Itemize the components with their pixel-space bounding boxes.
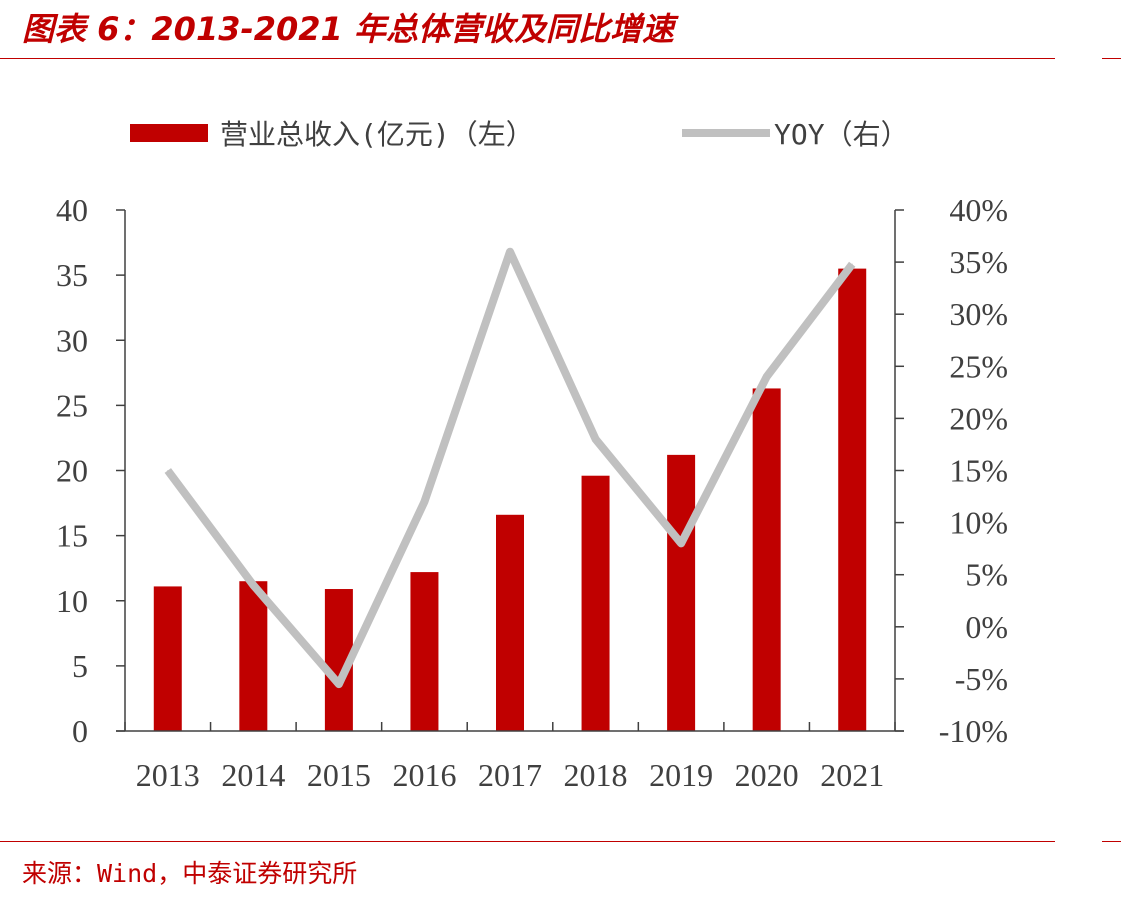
y-right-tick-label: 5% bbox=[965, 557, 1008, 593]
yoy-point-2018 bbox=[595, 438, 597, 440]
yoy-point-2015 bbox=[338, 683, 340, 685]
x-tick-label-2018: 2018 bbox=[564, 757, 628, 793]
yoy-point-2020 bbox=[766, 376, 768, 378]
bar-2014 bbox=[239, 581, 268, 731]
bar-2013 bbox=[153, 586, 182, 731]
bar-2017 bbox=[496, 514, 524, 731]
bar-2021 bbox=[838, 268, 867, 731]
x-tick-label-2014: 2014 bbox=[221, 757, 285, 793]
footer-divider bbox=[0, 841, 1055, 842]
yoy-point-2016 bbox=[423, 501, 425, 503]
y-right-tick-label: 25% bbox=[949, 348, 1008, 384]
yoy-point-2014 bbox=[252, 584, 254, 586]
y-right-tick-label: 20% bbox=[949, 400, 1008, 436]
bar-2016 bbox=[410, 572, 439, 731]
x-tick-label-2020: 2020 bbox=[735, 757, 799, 793]
x-tick-label-2013: 2013 bbox=[136, 757, 200, 793]
x-tick-label-2015: 2015 bbox=[307, 757, 371, 793]
y-right-tick-label: 30% bbox=[949, 296, 1008, 332]
y-right-tick-label: 15% bbox=[949, 453, 1008, 489]
y-left-tick-label: 5 bbox=[72, 648, 88, 684]
bar-2019 bbox=[667, 454, 696, 731]
yoy-point-2019 bbox=[680, 542, 682, 544]
y-right-tick-label: 35% bbox=[949, 244, 1008, 280]
y-right-tick-label: 0% bbox=[965, 609, 1008, 645]
title-divider-stub bbox=[1102, 58, 1121, 59]
y-left-tick-label: 20 bbox=[56, 453, 88, 489]
legend-label-revenue: 营业总收入(亿元)（左） bbox=[220, 118, 534, 151]
legend-label-yoy: YOY（右） bbox=[774, 118, 909, 151]
bar-2018 bbox=[581, 475, 610, 731]
y-right-tick-label: -5% bbox=[955, 661, 1008, 697]
bar-series bbox=[153, 268, 867, 731]
x-tick-label-2017: 2017 bbox=[478, 757, 542, 793]
y-right-tick-label: -10% bbox=[939, 713, 1008, 749]
y-left-tick-label: 10 bbox=[56, 583, 88, 619]
x-tick-label-2019: 2019 bbox=[649, 757, 713, 793]
y-right-tick-label: 40% bbox=[949, 192, 1008, 228]
x-tick-label-2016: 2016 bbox=[392, 757, 456, 793]
y-left-tick-label: 25 bbox=[56, 387, 88, 423]
legend: 营业总收入(亿元)（左） YOY（右） bbox=[130, 118, 909, 151]
y-left-tick-label: 40 bbox=[56, 192, 88, 228]
bar-2020 bbox=[752, 388, 781, 731]
source-note: 来源：Wind，中泰证券研究所 bbox=[22, 859, 358, 888]
y-left-tick-label: 30 bbox=[56, 322, 88, 358]
y-left-tick-label: 15 bbox=[56, 518, 88, 554]
line-series bbox=[164, 247, 856, 689]
figure-title: 图表 6：2013-2021 年总体营收及同比增速 bbox=[22, 10, 674, 48]
yoy-point-2013 bbox=[167, 470, 169, 471]
title-divider bbox=[0, 58, 1055, 59]
footer-divider-stub bbox=[1102, 841, 1121, 842]
yoy-point-2017 bbox=[509, 251, 511, 253]
legend-swatch-revenue bbox=[130, 124, 208, 142]
y-right-tick-label: 10% bbox=[949, 505, 1008, 541]
axes: 0 5 10 15 20 25 30 35 40 -10% -5% 0% 5% 10% 15% 20% 25% 3… bbox=[56, 192, 1008, 793]
y-left-tick-label: 35 bbox=[56, 257, 88, 293]
x-tick-label-2021: 2021 bbox=[820, 757, 884, 793]
yoy-point-2021 bbox=[851, 263, 853, 265]
y-left-tick-label: 0 bbox=[72, 713, 88, 749]
